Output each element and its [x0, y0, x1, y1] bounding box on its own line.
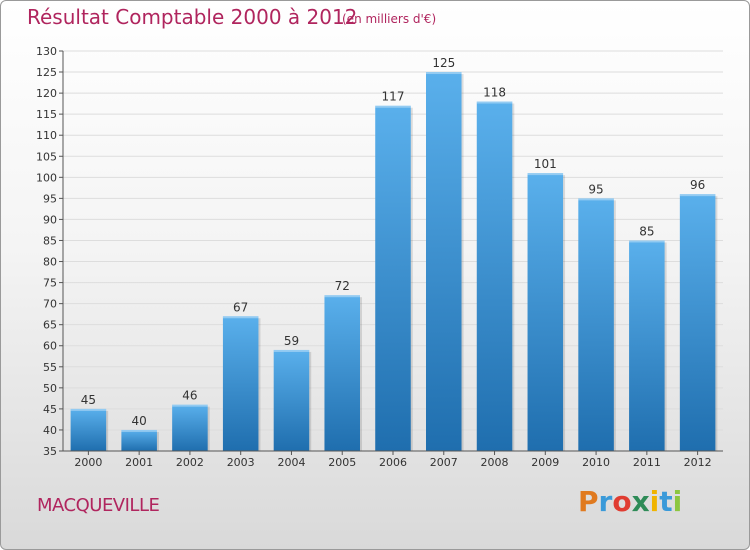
data-label: 72	[335, 279, 350, 293]
bar-highlight	[578, 198, 614, 201]
x-tick-label: 2010	[582, 456, 610, 469]
x-tick-label: 2000	[74, 456, 102, 469]
bar-2004	[273, 349, 310, 451]
bar-2010	[578, 198, 614, 451]
bar-highlight	[679, 194, 716, 197]
data-label: 85	[639, 224, 654, 238]
bar-highlight	[172, 404, 208, 407]
data-label: 45	[81, 393, 96, 407]
x-tick-label: 2001	[125, 456, 153, 469]
y-tick-label: 65	[43, 319, 57, 332]
bar-2007	[426, 72, 462, 451]
logo-letter: i	[649, 485, 660, 518]
y-tick-label: 45	[43, 403, 57, 416]
chart-title: Résultat Comptable 2000 à 2012	[27, 5, 358, 29]
data-label: 40	[132, 414, 147, 428]
y-tick-label: 125	[36, 66, 57, 79]
town-name: MACQUEVILLE	[37, 495, 160, 516]
y-tick-label: 70	[43, 298, 57, 311]
bar-highlight	[324, 295, 360, 298]
bar-2009	[527, 173, 564, 451]
data-label: 46	[182, 389, 197, 403]
chart-subtitle: (en milliers d'€)	[342, 12, 437, 26]
x-tick-label: 2007	[430, 456, 458, 469]
x-tick-label: 2005	[328, 456, 356, 469]
data-label: 59	[284, 334, 299, 348]
logo-letter: x	[631, 485, 650, 518]
y-tick-label: 90	[43, 213, 57, 226]
bar-highlight	[375, 105, 411, 108]
bar-highlight	[273, 349, 310, 352]
y-tick-label: 95	[43, 192, 57, 205]
data-label: 96	[690, 178, 705, 192]
y-tick-label: 75	[43, 277, 57, 290]
y-tick-label: 80	[43, 256, 57, 269]
y-tick-label: 35	[43, 445, 57, 458]
y-tick-label: 40	[43, 424, 57, 437]
bar-2005	[324, 295, 360, 451]
bar-2002	[172, 404, 208, 451]
y-tick-label: 50	[43, 382, 57, 395]
logo-letter: o	[612, 485, 632, 518]
bar-2011	[629, 240, 665, 451]
data-label: 101	[534, 157, 557, 171]
y-tick-label: 115	[36, 108, 57, 121]
y-tick-label: 85	[43, 234, 57, 247]
data-label: 67	[233, 300, 248, 314]
bar-highlight	[426, 72, 462, 75]
y-tick-label: 110	[36, 129, 57, 142]
bar-2000	[70, 408, 107, 451]
bar-2001	[121, 429, 157, 451]
y-tick-label: 60	[43, 340, 57, 353]
logo-letter: i	[672, 485, 683, 518]
logo-letter: r	[598, 485, 613, 518]
y-tick-label: 105	[36, 150, 57, 163]
x-tick-label: 2004	[277, 456, 305, 469]
bar-2006	[375, 105, 411, 451]
y-tick-label: 55	[43, 361, 57, 374]
x-tick-label: 2008	[481, 456, 509, 469]
y-tick-label: 120	[36, 87, 57, 100]
proxiti-logo: Proxiti	[578, 485, 682, 518]
bar-2008	[476, 101, 513, 452]
bar-highlight	[476, 101, 513, 104]
x-tick-label: 2012	[684, 456, 712, 469]
data-label: 117	[382, 90, 405, 104]
x-tick-label: 2009	[531, 456, 559, 469]
bar-highlight	[70, 408, 107, 411]
logo-letter: P	[578, 485, 599, 518]
x-tick-label: 2006	[379, 456, 407, 469]
x-tick-label: 2003	[227, 456, 255, 469]
x-tick-label: 2011	[633, 456, 661, 469]
bar-highlight	[527, 173, 564, 176]
data-label: 118	[483, 86, 506, 100]
bar-highlight	[629, 240, 665, 243]
bar-highlight	[222, 316, 259, 319]
bar-2003	[222, 316, 259, 451]
bar-2012	[679, 194, 716, 451]
data-label: 125	[432, 56, 455, 70]
y-tick-label: 130	[36, 45, 57, 58]
bar-highlight	[121, 429, 157, 432]
x-tick-label: 2002	[176, 456, 204, 469]
logo-letter: t	[659, 485, 673, 518]
y-tick-label: 100	[36, 171, 57, 184]
data-label: 95	[588, 182, 603, 196]
